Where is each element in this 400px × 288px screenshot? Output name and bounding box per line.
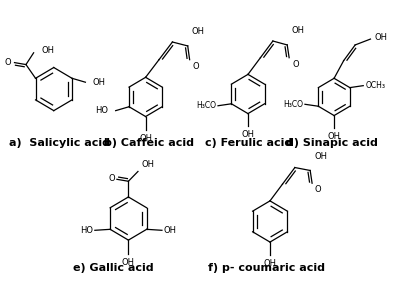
Text: OH: OH: [164, 226, 177, 235]
Text: b) Caffeic acid: b) Caffeic acid: [104, 138, 194, 148]
Text: c) Ferulic acid: c) Ferulic acid: [205, 138, 292, 148]
Text: O: O: [108, 174, 115, 183]
Text: H₃CO: H₃CO: [283, 100, 303, 109]
Text: H₃CO: H₃CO: [196, 101, 216, 110]
Text: HO: HO: [80, 226, 93, 235]
Text: OH: OH: [122, 258, 135, 267]
Text: d) Sinapic acid: d) Sinapic acid: [286, 138, 378, 148]
Text: OH: OH: [242, 130, 254, 139]
Text: OH: OH: [192, 27, 204, 36]
Text: HO: HO: [95, 106, 108, 115]
Text: OH: OH: [41, 46, 54, 55]
Text: OH: OH: [291, 26, 304, 35]
Text: OH: OH: [92, 78, 105, 87]
Text: O: O: [315, 185, 322, 194]
Text: OH: OH: [264, 259, 276, 268]
Text: e) Gallic acid: e) Gallic acid: [73, 264, 154, 273]
Text: OH: OH: [314, 152, 327, 161]
Text: O: O: [192, 62, 199, 71]
Text: OH: OH: [328, 132, 341, 141]
Text: O: O: [4, 58, 11, 67]
Text: OH: OH: [142, 160, 155, 168]
Text: O: O: [292, 60, 299, 69]
Text: OH: OH: [374, 33, 387, 41]
Text: f) p- coumaric acid: f) p- coumaric acid: [208, 264, 325, 273]
Text: OH: OH: [139, 134, 152, 143]
Text: a)  Salicylic acid: a) Salicylic acid: [9, 138, 110, 148]
Text: OCH₃: OCH₃: [365, 81, 385, 90]
